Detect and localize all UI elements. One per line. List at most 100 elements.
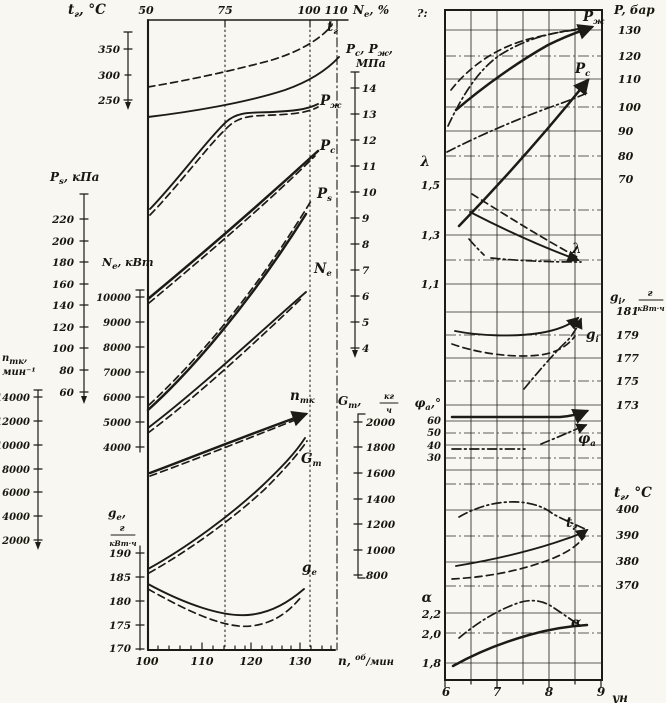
scale-title-ps: Ps, кПа xyxy=(49,170,99,187)
tick-label: 140 xyxy=(52,300,75,312)
scale-title-pc-pzh: Pc, Pж, xyxy=(345,42,393,59)
scale-title-tg-right: tг, °C xyxy=(614,485,652,503)
scale-title-ntk-unit: мин⁻¹ xyxy=(2,367,36,378)
right-curve-tg-dashed xyxy=(451,535,586,580)
left-panel-axes xyxy=(146,18,349,652)
tick-label: 130 xyxy=(618,24,641,37)
tick-label: 10 xyxy=(362,187,377,199)
lambda-scale: λ 1,5 1,3 1,1 xyxy=(420,154,441,291)
tick-label: 1,3 xyxy=(421,229,440,242)
left-curve-ne-dashed xyxy=(147,296,304,434)
tick-label: 177 xyxy=(616,352,639,365)
tick-label: 7 xyxy=(493,685,502,699)
tick-label: 1400 xyxy=(366,494,396,506)
left-curve-gt-dashed xyxy=(148,440,308,574)
p-bar-scale: P, бар 130 120 110 100 90 80 70 xyxy=(613,3,655,186)
tick-label: 190 xyxy=(109,548,132,560)
tick-label: 7 xyxy=(362,265,370,277)
left-curve-ps-dashed xyxy=(148,200,312,406)
scale-title-ntk: nтк, xyxy=(2,353,28,367)
right-curve-pc-solid xyxy=(457,78,590,228)
scale-title-gt: Gт, xyxy=(338,394,361,411)
scale-title-ne: Nе, кВт xyxy=(101,256,154,272)
left-curve-labels: tг Pж Pc Ps Nе nтк Gт gе xyxy=(290,19,342,578)
tick-label: 4000 xyxy=(103,443,131,454)
tick-label: 14 xyxy=(362,83,377,95)
tg-scale: tг, °C 350 300 250 xyxy=(68,2,133,110)
left-curve-pc-dashed xyxy=(148,155,316,304)
tick-label: 70 xyxy=(618,173,634,186)
curve-label-gt: Gт xyxy=(301,451,322,469)
tick-label: 100 xyxy=(618,101,641,114)
right-curve-gi-solid xyxy=(454,316,580,337)
scale-title-gt-frac-den: ч xyxy=(386,405,392,415)
tick-label: 170 xyxy=(109,643,132,655)
right-curve-lambda-dashed xyxy=(471,193,578,258)
curve-label-ne: Nе xyxy=(313,261,332,279)
tick-label: 6 xyxy=(362,291,370,303)
curve-label-tg-right: tг xyxy=(566,515,577,533)
tick-label: 75 xyxy=(217,4,232,17)
alpha-scale: α 2,2 2,0 1,8 xyxy=(421,590,441,670)
right-curve-lambda-dashdot xyxy=(468,238,582,263)
ne-scale: Nе, кВт 10000 9000 8000 7000 6000 5000 4… xyxy=(96,256,153,454)
tick-label: 9 xyxy=(597,685,606,699)
curve-label-tg: tг xyxy=(327,19,338,37)
left-panel-curves xyxy=(146,24,340,628)
phia-scale: φa,° 60 50 40 30 xyxy=(414,396,441,464)
tick-label: 185 xyxy=(109,572,131,584)
tick-label: 2,2 xyxy=(421,608,441,621)
left-curve-pzh-solid xyxy=(149,103,319,210)
tick-label: 8000 xyxy=(103,343,131,354)
tick-label: 350 xyxy=(98,44,121,56)
tick-label: 400 xyxy=(616,503,639,516)
tick-label: 370 xyxy=(616,579,639,592)
scale-title-ge-frac-num: г xyxy=(119,524,124,534)
gt-scale: Gт, кг ч 2000 1800 1600 1400 1200 1000 8… xyxy=(338,391,399,582)
right-curve-alpha-solid xyxy=(451,623,589,668)
right-curve-pc-dashdot xyxy=(446,92,588,153)
right-curve-alpha-dashdot xyxy=(458,599,582,639)
axis-title-un: ун xyxy=(611,691,628,703)
tick-label: 5 xyxy=(362,317,369,329)
tick-label: 7000 xyxy=(103,368,131,379)
left-curve-ge-dashed xyxy=(147,588,303,628)
scale-title-gt-frac-num: кг xyxy=(384,391,394,401)
tick-label: 1000 xyxy=(366,545,396,557)
tick-label: 220 xyxy=(51,214,75,226)
scale-title-gi: gi, xyxy=(610,290,626,307)
left-bottom-axis-labels: 100 110 120 130 n, об/мин xyxy=(136,652,394,668)
left-top-axis-labels: 50 75 100 110 Nе, % xyxy=(138,3,389,20)
tick-label: 100 xyxy=(298,4,321,17)
tick-label: 120 xyxy=(52,322,75,334)
tick-label: 9 xyxy=(362,213,370,225)
left-curve-ntk-solid xyxy=(148,410,309,475)
tick-label: 9000 xyxy=(103,318,131,329)
tick-label: 80 xyxy=(618,150,634,163)
right-curve-pzh-dashed xyxy=(450,26,591,91)
right-curve-tg-dashdot xyxy=(458,501,586,530)
tick-label: 30 xyxy=(427,453,441,464)
tick-label: 4000 xyxy=(2,512,30,523)
tick-label: 50 xyxy=(138,4,154,17)
tick-label: 380 xyxy=(616,555,639,568)
scale-title-alpha: α xyxy=(422,590,433,606)
tick-label: 80 xyxy=(59,365,74,377)
curve-label-pc: Pc xyxy=(319,138,336,156)
tick-label: 13 xyxy=(362,109,377,121)
tick-label: 60 xyxy=(59,387,74,399)
tick-label: 179 xyxy=(616,329,639,342)
left-curve-ps-solid xyxy=(146,212,308,412)
tick-label: 5000 xyxy=(103,418,131,429)
tick-label: 173 xyxy=(616,399,639,412)
tick-label: 6000 xyxy=(2,488,30,499)
corner-mark: ?: xyxy=(417,7,428,20)
tick-label: 1600 xyxy=(366,468,396,480)
tick-label: 120 xyxy=(618,50,641,63)
tick-label: 110 xyxy=(191,655,214,668)
tick-label: 6000 xyxy=(103,393,131,404)
right-curve-labels: Pж Pc λ gi φa tг α xyxy=(566,9,605,631)
tick-label: 2,0 xyxy=(421,628,441,641)
